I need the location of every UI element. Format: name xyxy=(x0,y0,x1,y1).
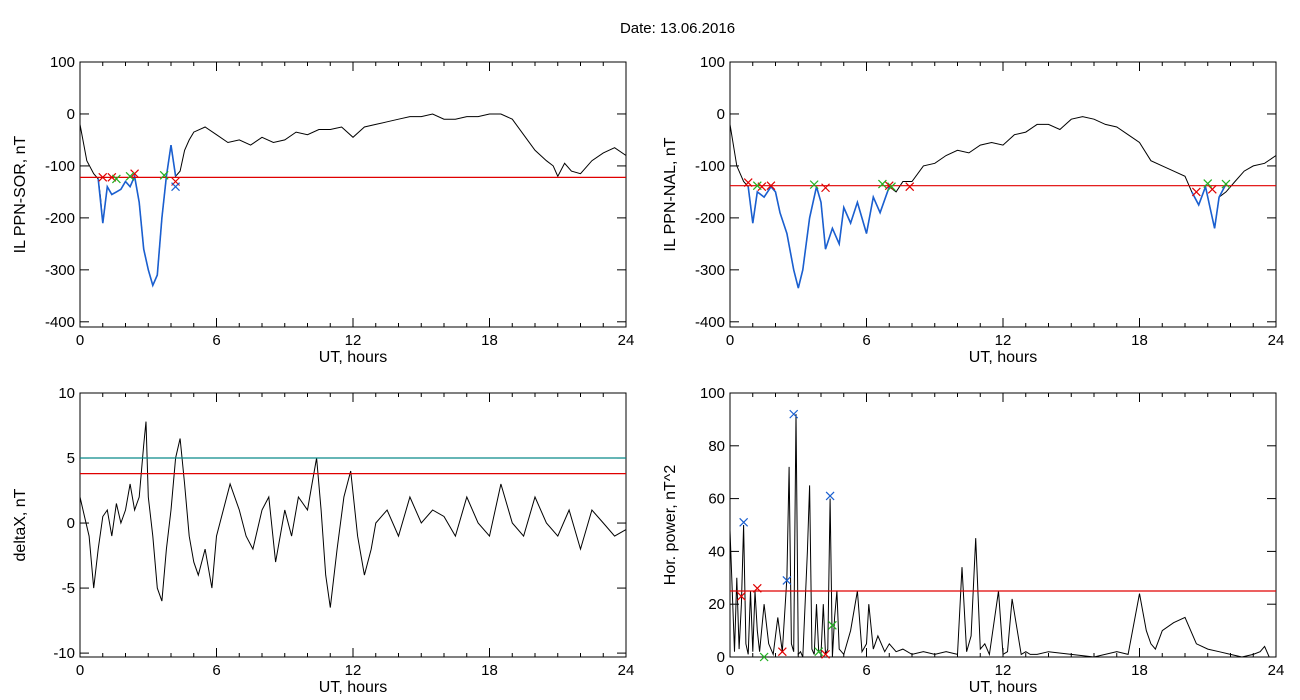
bottom-right-y-tick-label: 80 xyxy=(708,438,725,455)
bottom-left-x-tick-label: 12 xyxy=(345,662,362,679)
top-right-x-axis-label: UT, hours xyxy=(969,349,1037,366)
bottom-left-y-tick-label: 10 xyxy=(58,385,75,402)
top-left-red-marker xyxy=(130,169,140,179)
top-left-red-marker xyxy=(98,172,108,182)
top-right-event-series-1 xyxy=(747,185,891,289)
bottom-right-red-marker xyxy=(777,647,787,657)
top-right-red-marker xyxy=(884,181,894,191)
top-left-event-series-1 xyxy=(97,144,177,288)
top-left-y-tick-label: -400 xyxy=(45,314,75,331)
top-left-x-tick-label: 6 xyxy=(212,332,220,349)
top-right-x-tick-label: 0 xyxy=(726,332,734,349)
top-right-y-tick-label: 0 xyxy=(717,106,725,123)
bottom-right-x-tick-label: 6 xyxy=(862,662,870,679)
bottom-right-y-tick-label: 60 xyxy=(708,491,725,508)
top-left-y-axis-label: IL PPN-SOR, nT xyxy=(12,135,29,253)
top-right-y-tick-label: -200 xyxy=(695,210,725,227)
top-right-green-marker xyxy=(887,182,896,192)
top-right-red-marker xyxy=(1191,187,1201,197)
top-right-green-marker xyxy=(1221,179,1231,189)
bottom-left-y-tick-label: 0 xyxy=(67,515,75,532)
bottom-left-y-tick-label: -10 xyxy=(53,645,75,662)
top-right-event-series-2 xyxy=(1191,183,1227,229)
top-left-x-axis-label: UT, hours xyxy=(319,349,387,366)
top-right-y-tick-label: -300 xyxy=(695,262,725,279)
top-right-x-tick-label: 18 xyxy=(1131,332,1148,349)
bottom-right-y-tick-label: 100 xyxy=(700,385,725,402)
top-right-x-tick-label: 24 xyxy=(1268,332,1285,349)
bottom-left-trace-series-0 xyxy=(79,421,627,608)
bottom-left-x-tick-label: 24 xyxy=(618,662,635,679)
top-right-red-marker xyxy=(905,182,915,192)
bottom-right-green-marker xyxy=(827,620,837,630)
top-right-red-marker xyxy=(1207,184,1217,194)
bottom-right-blue-marker xyxy=(782,576,792,585)
bottom-left-x-tick-label: 18 xyxy=(481,662,498,679)
bottom-left-x-tick-label: 6 xyxy=(212,662,220,679)
bottom-left-x-tick-label: 0 xyxy=(76,662,84,679)
top-left-y-tick-label: -100 xyxy=(45,158,75,175)
top-left-y-tick-label: -300 xyxy=(45,262,75,279)
bottom-right-trace-series-0 xyxy=(729,414,1276,658)
top-left-y-tick-label: -200 xyxy=(45,210,75,227)
bottom-left-y-axis-label: deltaX, nT xyxy=(12,488,29,561)
bottom-right-y-tick-label: 20 xyxy=(708,596,725,613)
bottom-right-red-marker xyxy=(821,649,830,659)
bottom-right-x-tick-label: 0 xyxy=(726,662,734,679)
figure-title: Date: 13.06.2016 xyxy=(619,20,736,37)
bottom-right-y-axis-label: Hor. power, nT^2 xyxy=(662,465,679,586)
top-left-y-tick-label: 100 xyxy=(50,54,75,71)
bottom-right-blue-marker xyxy=(825,491,835,501)
bottom-right-x-tick-label: 18 xyxy=(1131,662,1148,679)
top-left-x-tick-label: 24 xyxy=(618,332,635,349)
top-right-green-marker xyxy=(809,180,819,190)
top-right-y-tick-label: -400 xyxy=(695,314,725,331)
top-left-x-tick-label: 18 xyxy=(481,332,498,349)
top-left-x-tick-label: 0 xyxy=(76,332,84,349)
top-right-y-tick-label: 100 xyxy=(700,54,725,71)
top-right-trace-series-0 xyxy=(729,116,1277,289)
bottom-right-x-axis-label: UT, hours xyxy=(969,679,1037,696)
top-right-red-marker xyxy=(766,181,776,191)
bottom-right-green-marker xyxy=(759,652,769,662)
top-right-green-marker xyxy=(752,181,762,191)
top-left-blue-marker xyxy=(171,182,180,192)
top-right-red-marker xyxy=(821,183,830,193)
top-left-x-tick-label: 12 xyxy=(345,332,362,349)
top-right-green-marker xyxy=(1203,179,1213,189)
bottom-right-red-marker xyxy=(752,583,762,593)
bottom-right-green-marker xyxy=(814,647,824,657)
bottom-right-y-tick-label: 40 xyxy=(708,543,725,560)
top-right-y-tick-label: -100 xyxy=(695,158,725,175)
top-right-x-tick-label: 12 xyxy=(995,332,1012,349)
bottom-left-y-tick-label: 5 xyxy=(67,450,75,467)
top-left-y-tick-label: 0 xyxy=(67,106,75,123)
bottom-right-x-tick-label: 24 xyxy=(1268,662,1285,679)
bottom-left-plot-frame xyxy=(79,392,627,658)
bottom-right-x-tick-label: 12 xyxy=(995,662,1012,679)
bottom-left-x-axis-label: UT, hours xyxy=(319,679,387,696)
top-right-y-axis-label: IL PPN-NAL, nT xyxy=(662,137,679,251)
top-left-green-marker xyxy=(111,174,121,184)
top-right-red-marker xyxy=(743,178,753,187)
bottom-right-y-tick-label: 0 xyxy=(717,649,725,666)
top-left-green-marker xyxy=(125,171,135,181)
top-right-green-marker xyxy=(878,179,887,189)
bottom-left-y-tick-label: -5 xyxy=(62,580,75,597)
top-right-x-tick-label: 6 xyxy=(862,332,870,349)
top-left-trace-series-0 xyxy=(79,113,627,287)
top-left-plot-frame xyxy=(79,61,627,328)
bottom-right-blue-marker xyxy=(789,409,799,419)
top-left-green-marker xyxy=(159,170,169,180)
bottom-right-red-marker xyxy=(736,591,746,601)
bottom-right-blue-marker xyxy=(739,517,749,527)
